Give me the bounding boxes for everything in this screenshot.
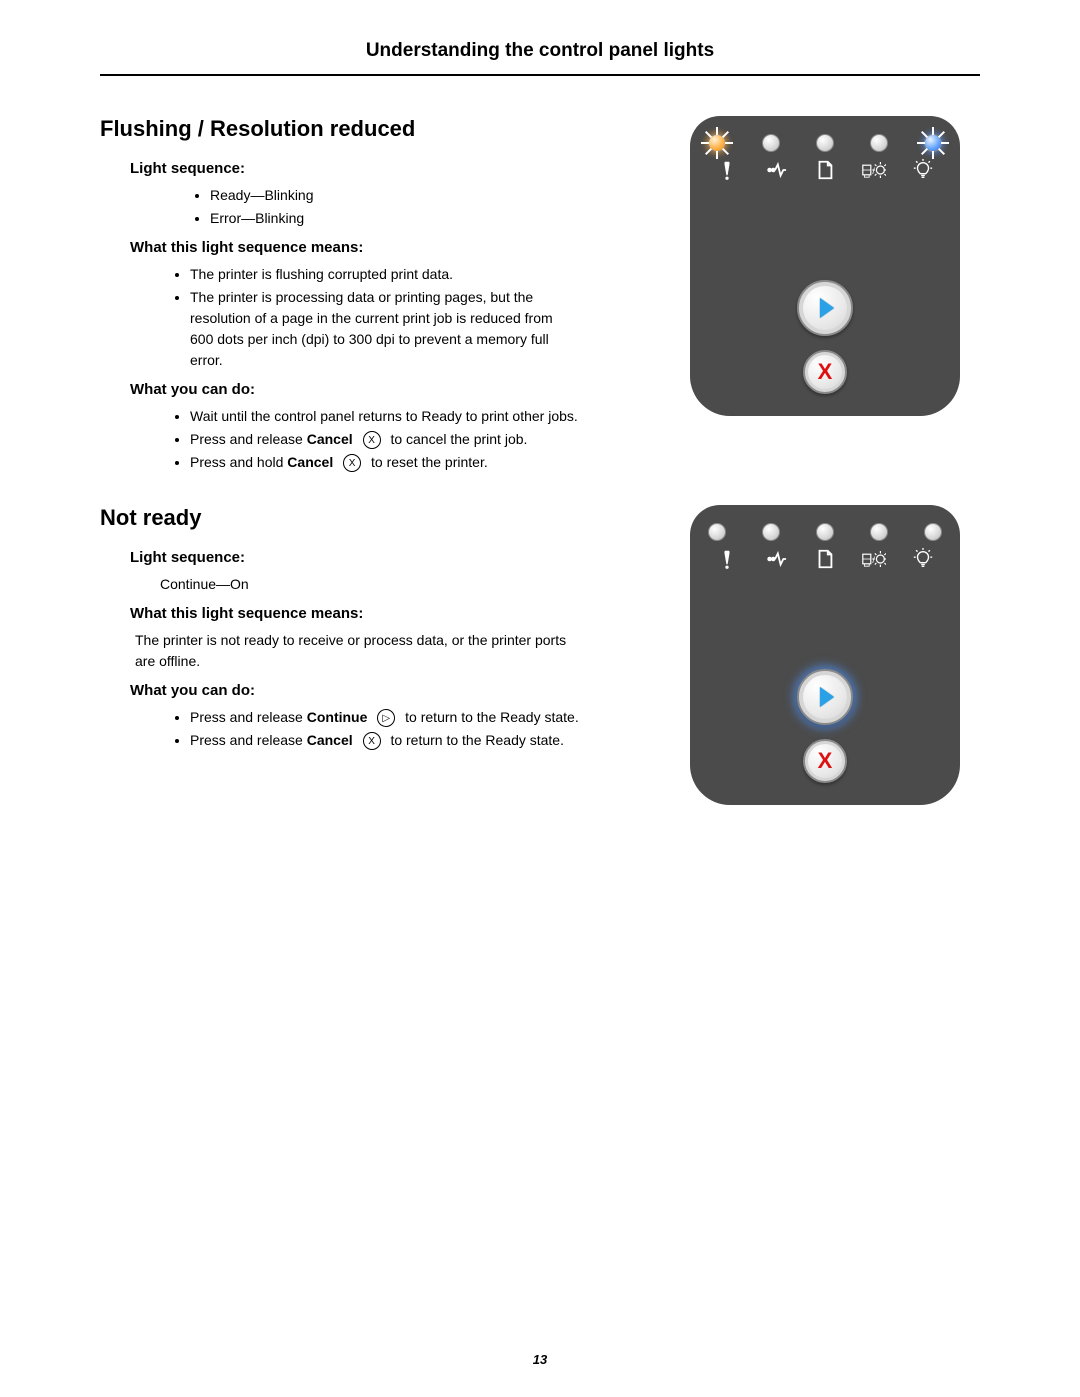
- bulb-icon: [906, 547, 940, 571]
- svg-text:/: /: [872, 166, 875, 176]
- page-header: Understanding the control panel lights: [100, 40, 980, 76]
- light-icon: [762, 523, 780, 541]
- means-text: The printer is not ready to receive or p…: [135, 630, 575, 672]
- page-icon: [808, 547, 842, 571]
- light-icon: [816, 523, 834, 541]
- means-heading: What this light sequence means:: [130, 605, 660, 622]
- bulb-icon: [906, 158, 940, 182]
- svg-text:/: /: [872, 555, 875, 565]
- means-item: The printer is processing data or printi…: [190, 287, 570, 371]
- exclaim-icon: [710, 547, 744, 571]
- cancel-button-icon: X: [803, 350, 847, 394]
- control-panel-diagram: / X: [690, 505, 960, 805]
- seq-text: Continue—On: [160, 574, 600, 595]
- pulse-icon: [759, 158, 793, 182]
- control-panel-diagram: / X: [690, 116, 960, 416]
- exclaim-icon: [710, 158, 744, 182]
- cancel-icon: X: [363, 732, 381, 750]
- continue-button-icon: [797, 669, 853, 725]
- section-flushing: Flushing / Resolution reduced Light sequ…: [100, 116, 980, 475]
- cancel-icon: X: [343, 454, 361, 472]
- seq-item: Error—Blinking: [210, 208, 660, 229]
- light-icon: [708, 523, 726, 541]
- cancel-icon: X: [363, 431, 381, 449]
- section-title: Not ready: [100, 505, 660, 531]
- continue-icon: ▷: [377, 709, 395, 727]
- light-icon: [924, 523, 942, 541]
- light-icon: [870, 523, 888, 541]
- do-item: Press and release Cancel X to return to …: [190, 730, 590, 751]
- light-sequence-heading: Light sequence:: [130, 160, 660, 177]
- section-not-ready: Not ready Light sequence: Continue—On Wh…: [100, 505, 980, 805]
- section-title: Flushing / Resolution reduced: [100, 116, 660, 142]
- page-icon: [808, 158, 842, 182]
- light-icon: [816, 134, 834, 152]
- seq-item: Ready—Blinking: [210, 185, 660, 206]
- do-item: Press and release Cancel X to cancel the…: [190, 429, 660, 450]
- cancel-button-icon: X: [803, 739, 847, 783]
- pulse-icon: [759, 547, 793, 571]
- continue-button-icon: [797, 280, 853, 336]
- toner-gear-icon: /: [857, 547, 891, 571]
- light-sequence-heading: Light sequence:: [130, 549, 660, 566]
- light-icon: [762, 134, 780, 152]
- page-number: 13: [0, 1352, 1080, 1367]
- means-item: The printer is flushing corrupted print …: [190, 264, 660, 285]
- toner-gear-icon: /: [857, 158, 891, 182]
- error-light-icon: [708, 134, 726, 152]
- light-icon: [870, 134, 888, 152]
- do-heading: What you can do:: [130, 682, 660, 699]
- do-heading: What you can do:: [130, 381, 660, 398]
- do-item: Wait until the control panel returns to …: [190, 406, 590, 427]
- ready-light-icon: [924, 134, 942, 152]
- means-heading: What this light sequence means:: [130, 239, 660, 256]
- do-item: Press and release Continue ▷ to return t…: [190, 707, 590, 728]
- do-item: Press and hold Cancel X to reset the pri…: [190, 452, 660, 473]
